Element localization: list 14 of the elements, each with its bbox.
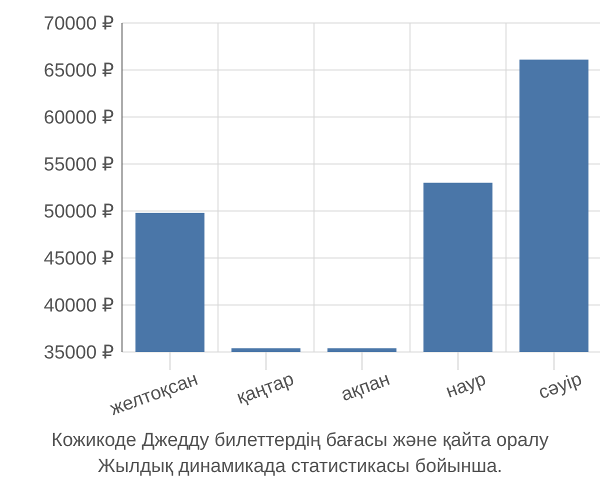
y-tick-label: 45000 ₽	[44, 248, 114, 270]
y-tick-label: 35000 ₽	[44, 342, 114, 364]
x-tick-label: сәуір	[536, 368, 585, 404]
y-tick-label: 60000 ₽	[44, 108, 114, 129]
y-tick-label: 65000 ₽	[44, 60, 114, 82]
text: Жылдық динамикада статистикасы бойынша.	[96, 455, 504, 479]
x-tick-label: наур	[443, 368, 489, 403]
text: Кожикоде Джедду билеттердің бағасы және қайта оралу	[50, 429, 550, 453]
y-tick-label: 40000 ₽	[44, 296, 114, 317]
x-tick-label: ақпан	[338, 368, 393, 406]
y-tick-label: 70000 ₽	[44, 14, 114, 35]
y-tick-label: 50000 ₽	[44, 202, 114, 223]
y-tick-label: 55000 ₽	[44, 154, 114, 176]
x-tick-label: қаңтар	[234, 368, 297, 409]
